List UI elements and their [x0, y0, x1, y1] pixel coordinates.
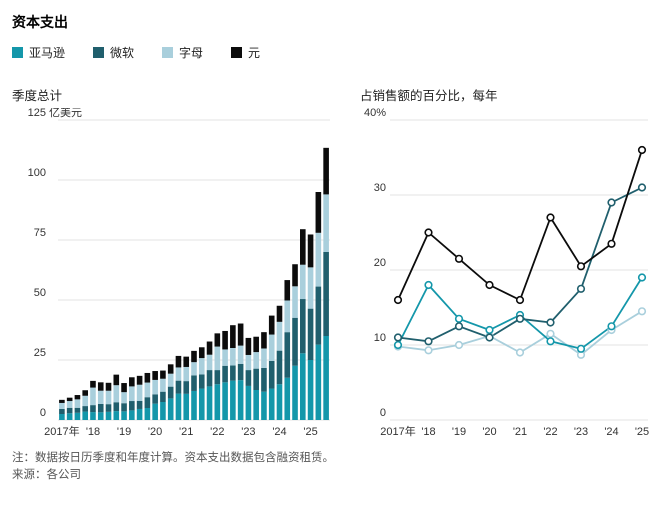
svg-text:'20: '20: [482, 426, 496, 438]
quarterly-stacked-bar-chart: 0 25 50 75 100 125 亿美元 2017年 '18 '19 '20 '21 '22 '23 '…: [28, 108, 330, 438]
legend-item-amazon: 亚马逊: [12, 44, 65, 61]
legend-swatch-alphabet: [162, 47, 174, 58]
footnotes: 注：数据按日历季度和年度计算。资本支出数据包含融资租赁。 来源：各公司: [12, 450, 653, 483]
percent-of-sales-panel: 占销售额的百分比，每年 0 10 20 30 40% 2017年 '18 '19 '20 '21 '…: [360, 85, 653, 444]
svg-text:'23: '23: [241, 426, 255, 438]
legend-label: 亚马逊: [29, 46, 66, 60]
svg-text:20: 20: [374, 257, 386, 269]
legend-item-microsoft: 微软: [93, 44, 134, 61]
svg-text:'24: '24: [272, 426, 286, 438]
legend-swatch-amazon: [12, 47, 23, 58]
capex-figure: 资本支出 亚马逊 微软 字母元 季度总计 0 25 50 75 100 125 亿美元 2017年…: [12, 14, 653, 483]
svg-text:'23: '23: [574, 426, 588, 438]
svg-text:50: 50: [34, 287, 46, 299]
legend-label: 元: [248, 46, 261, 60]
svg-text:'18: '18: [86, 426, 100, 438]
svg-text:'22: '22: [210, 426, 224, 438]
svg-text:2017年: 2017年: [44, 424, 79, 438]
svg-text:125: 125: [28, 108, 46, 119]
page-title: 资本支出: [12, 14, 68, 30]
legend-swatch-microsoft: [93, 47, 105, 58]
svg-text:'18: '18: [421, 426, 435, 438]
legend-label: 字母: [179, 46, 204, 60]
charts-row: 季度总计 0 25 50 75 100 125 亿美元 2017年 '18'19'20'21'2…: [12, 85, 653, 444]
svg-text:0: 0: [380, 407, 386, 419]
svg-text:40%: 40%: [364, 108, 386, 119]
percent-of-sales-line-chart: 0 10 20 30 40% 2017年 '18 '19 '20 '21 '22 '23 '24 '25: [364, 108, 649, 438]
svg-text:75: 75: [34, 227, 46, 239]
right-chart-subtitle: 占销售额的百分比，每年: [360, 89, 498, 103]
svg-text:'24: '24: [604, 426, 618, 438]
legend-label: 微软: [110, 46, 135, 60]
svg-text:100: 100: [28, 167, 46, 179]
svg-text:'19: '19: [117, 426, 131, 438]
svg-text:'25: '25: [303, 426, 317, 438]
quarterly-total-panel: 季度总计 0 25 50 75 100 125 亿美元 2017年 '18 '19 '20 '21 '2…: [12, 85, 360, 444]
left-chart-subtitle: 季度总计: [12, 89, 63, 103]
svg-text:30: 30: [374, 182, 386, 194]
note-line: 注：数据按日历季度和年度计算。资本支出数据包含融资租赁。: [12, 452, 334, 464]
svg-text:0: 0: [40, 407, 46, 419]
svg-text:'21: '21: [513, 426, 527, 438]
svg-text:'21: '21: [179, 426, 193, 438]
svg-text:10: 10: [374, 332, 386, 344]
svg-text:亿美元: 亿美元: [49, 108, 82, 119]
svg-text:2017年: 2017年: [380, 424, 415, 438]
legend: 亚马逊 微软 字母 元: [12, 44, 653, 61]
legend-item-meta: 元: [231, 44, 260, 61]
legend-swatch-meta: [231, 47, 243, 58]
svg-text:25: 25: [34, 347, 46, 359]
svg-text:'20: '20: [148, 426, 162, 438]
svg-text:'25: '25: [635, 426, 649, 438]
svg-text:'22: '22: [543, 426, 557, 438]
source-line: 来源：各公司: [12, 468, 81, 481]
legend-item-alphabet: 字母: [162, 44, 203, 61]
svg-text:'19: '19: [452, 426, 466, 438]
